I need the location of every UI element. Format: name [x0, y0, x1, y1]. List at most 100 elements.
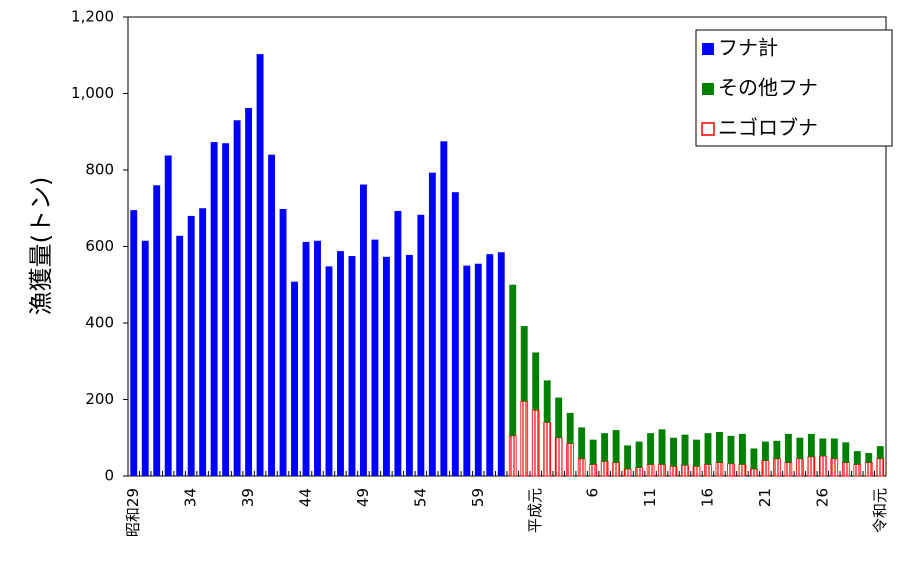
y-tick-label: 600 [85, 237, 114, 255]
x-tick-label: 6 [584, 488, 602, 498]
bar [807, 456, 816, 477]
bar [623, 468, 632, 477]
bar [337, 251, 344, 476]
x-tick-label: 59 [469, 488, 487, 507]
bar [842, 442, 850, 463]
x-tick-label: 令和元 [871, 488, 889, 533]
bar [509, 284, 517, 436]
bar [141, 240, 149, 476]
bar [532, 352, 540, 411]
bar [796, 458, 804, 477]
bar [727, 435, 735, 464]
bar [715, 462, 724, 477]
x-tick-label: 平成元 [526, 488, 544, 533]
x-tick-label: 11 [641, 488, 659, 507]
bar [279, 209, 287, 476]
bar [647, 433, 655, 465]
bar [692, 466, 701, 477]
bar [658, 464, 666, 477]
legend-label: その他フナ [718, 76, 818, 100]
bar [256, 54, 264, 476]
bar [440, 141, 448, 476]
bar [738, 464, 747, 477]
bar [830, 458, 839, 477]
bar [876, 446, 884, 459]
bar [853, 451, 861, 465]
bar [233, 120, 241, 477]
bar [853, 464, 862, 477]
bar [405, 254, 413, 476]
bar [199, 208, 207, 476]
bar [796, 437, 804, 459]
bar [566, 443, 575, 477]
bar [222, 143, 230, 476]
bar [371, 239, 379, 476]
x-tick-label: 44 [297, 488, 315, 507]
bar [187, 215, 195, 476]
bar [348, 256, 356, 476]
bar [325, 266, 333, 476]
bar [658, 429, 666, 465]
x-tick-label: 54 [411, 488, 429, 507]
bar [428, 172, 436, 477]
bar [761, 460, 770, 477]
bar [841, 462, 850, 477]
y-tick-label: 1,000 [71, 84, 114, 102]
bar [463, 265, 471, 476]
bar [210, 142, 218, 476]
bar [486, 254, 494, 476]
bar [693, 439, 700, 467]
bar [176, 235, 184, 476]
y-tick-label: 1,200 [71, 8, 114, 26]
legend-box [695, 29, 893, 147]
bar [153, 185, 161, 477]
y-tick-label: 400 [85, 314, 114, 332]
bar [394, 210, 402, 477]
bar [302, 241, 310, 476]
legend-label: フナ計 [718, 36, 778, 60]
bar [291, 281, 298, 476]
y-axis-title: 漁獲量(トン) [27, 177, 55, 316]
bar [268, 154, 276, 476]
bar [130, 210, 138, 476]
bar [600, 461, 609, 477]
bar [738, 433, 746, 465]
bar [566, 412, 574, 444]
bar [578, 427, 586, 459]
bar [314, 240, 321, 476]
bar [635, 467, 643, 477]
bar [773, 458, 781, 477]
bar [543, 380, 551, 423]
bar [555, 397, 563, 438]
bar [784, 462, 793, 477]
bar [531, 409, 540, 477]
x-tick-label: 26 [813, 488, 831, 507]
y-tick-label: 0 [104, 467, 114, 485]
bar [359, 184, 367, 476]
y-tick-label: 800 [85, 161, 114, 179]
bar [520, 401, 529, 477]
bar [474, 263, 482, 476]
bar [818, 455, 827, 477]
bar [601, 433, 609, 462]
bar [612, 430, 620, 463]
bar [819, 438, 827, 457]
bar [681, 434, 689, 466]
bar [164, 155, 172, 476]
x-tick-label: 16 [698, 488, 716, 507]
bar [681, 464, 689, 477]
bar [876, 458, 885, 477]
legend-label: ニゴロブナ [718, 116, 818, 140]
bar [520, 326, 528, 402]
bar [670, 437, 677, 467]
bar [704, 464, 712, 477]
x-tick-label: 21 [756, 488, 774, 507]
bar [646, 464, 655, 477]
bar [589, 439, 597, 465]
bar [669, 466, 678, 477]
bar [497, 252, 505, 476]
bar [761, 441, 769, 461]
bar [589, 464, 597, 477]
bar [508, 435, 517, 477]
